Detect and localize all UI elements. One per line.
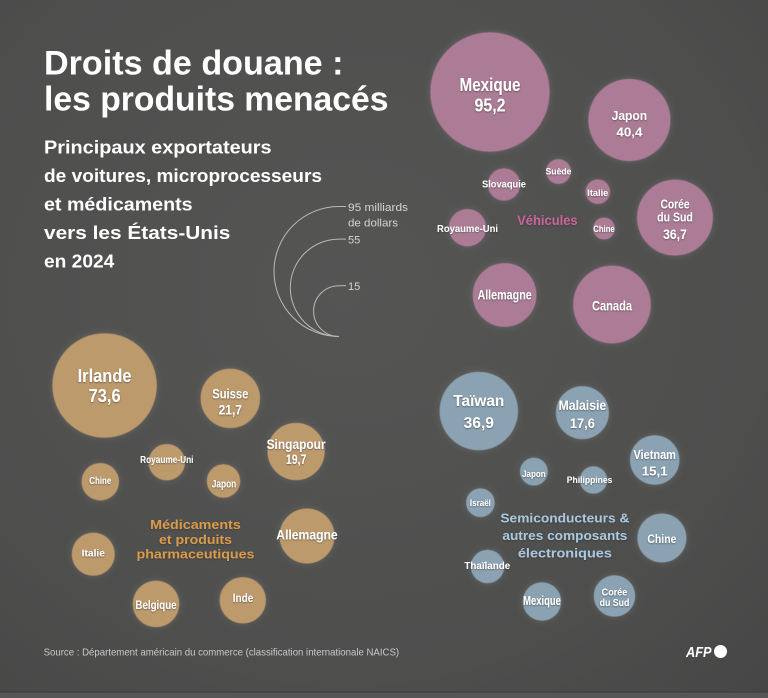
svg-text:Mexique: Mexique bbox=[460, 75, 521, 95]
svg-text:Philippines: Philippines bbox=[567, 475, 613, 486]
svg-text:Italie: Italie bbox=[82, 548, 105, 560]
svg-text:Suède: Suède bbox=[546, 166, 572, 177]
svg-text:Droits de douane :: Droits de douane : bbox=[44, 45, 344, 83]
svg-text:Japon: Japon bbox=[212, 478, 237, 490]
svg-text:Principaux exportateurs: Principaux exportateurs bbox=[44, 137, 272, 158]
svg-text:Véhicules: Véhicules bbox=[517, 213, 578, 228]
svg-text:73,6: 73,6 bbox=[89, 386, 121, 406]
svg-text:15,1: 15,1 bbox=[642, 463, 668, 478]
svg-text:Chine: Chine bbox=[647, 532, 676, 546]
svg-text:Malaisie: Malaisie bbox=[559, 398, 607, 413]
svg-text:Corée: Corée bbox=[602, 586, 628, 598]
svg-text:Royaume-Uni: Royaume-Uni bbox=[140, 455, 193, 466]
svg-text:de dollars: de dollars bbox=[348, 218, 399, 230]
svg-text:Taïwan: Taïwan bbox=[453, 393, 504, 410]
svg-text:Allemagne: Allemagne bbox=[477, 288, 532, 303]
svg-text:du Sud: du Sud bbox=[657, 211, 693, 225]
svg-text:Vietnam: Vietnam bbox=[633, 447, 676, 462]
svg-text:Israël: Israël bbox=[470, 498, 491, 509]
svg-text:Slovaquie: Slovaquie bbox=[482, 178, 526, 190]
svg-text:19,7: 19,7 bbox=[286, 452, 306, 467]
svg-text:17,6: 17,6 bbox=[570, 416, 595, 431]
svg-text:36,7: 36,7 bbox=[663, 227, 687, 242]
svg-text:vers les États-Unis: vers les États-Unis bbox=[44, 222, 230, 243]
svg-text:AFP: AFP bbox=[685, 645, 712, 661]
svg-text:55: 55 bbox=[348, 235, 360, 247]
svg-text:40,4: 40,4 bbox=[616, 124, 643, 139]
svg-text:Thaïlande: Thaïlande bbox=[464, 560, 510, 572]
svg-text:Semiconducteurs &: Semiconducteurs & bbox=[500, 510, 629, 525]
svg-text:21,7: 21,7 bbox=[219, 403, 242, 418]
svg-text:Mexique: Mexique bbox=[523, 593, 561, 608]
svg-text:Chine: Chine bbox=[89, 475, 111, 487]
svg-text:Médicaments: Médicaments bbox=[150, 517, 241, 532]
svg-text:Singapour: Singapour bbox=[267, 437, 327, 452]
svg-text:en 2024: en 2024 bbox=[44, 250, 115, 271]
svg-text:les produits menacés: les produits menacés bbox=[44, 81, 389, 119]
svg-text:Canada: Canada bbox=[592, 298, 632, 314]
svg-text:du Sud: du Sud bbox=[600, 597, 630, 609]
svg-text:Royaume-Uni: Royaume-Uni bbox=[437, 223, 498, 235]
svg-text:95 milliards: 95 milliards bbox=[348, 202, 409, 214]
svg-text:Chine: Chine bbox=[593, 224, 615, 234]
svg-text:et produits: et produits bbox=[159, 532, 232, 547]
svg-text:Suisse: Suisse bbox=[212, 387, 249, 402]
svg-text:Italie: Italie bbox=[587, 188, 608, 198]
svg-text:autres composants: autres composants bbox=[502, 528, 627, 543]
svg-text:de voitures, microprocesseurs: de voitures, microprocesseurs bbox=[44, 165, 322, 186]
svg-text:95,2: 95,2 bbox=[475, 96, 506, 116]
svg-text:pharmaceutiques: pharmaceutiques bbox=[137, 547, 255, 562]
svg-text:15: 15 bbox=[348, 281, 360, 293]
svg-text:Japon: Japon bbox=[522, 469, 546, 480]
svg-text:Source : Département américain: Source : Département américain du commer… bbox=[44, 647, 400, 659]
svg-text:Allemagne: Allemagne bbox=[276, 527, 338, 542]
svg-text:36,9: 36,9 bbox=[464, 415, 495, 432]
svg-text:Irlande: Irlande bbox=[78, 366, 132, 386]
svg-text:et médicaments: et médicaments bbox=[44, 194, 193, 215]
svg-text:Japon: Japon bbox=[612, 108, 648, 123]
svg-text:Belgique: Belgique bbox=[135, 600, 176, 612]
svg-text:Inde: Inde bbox=[233, 591, 254, 605]
svg-text:Corée: Corée bbox=[660, 198, 689, 212]
svg-text:électroniques: électroniques bbox=[518, 546, 612, 561]
